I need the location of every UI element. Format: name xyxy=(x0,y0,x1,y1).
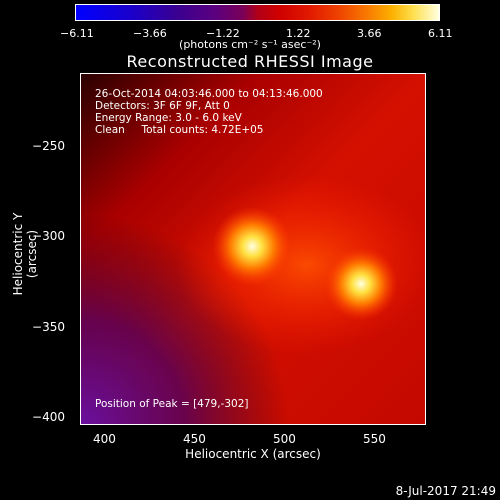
colorbar-tick: −3.66 xyxy=(133,27,167,40)
x-tick-label: 500 xyxy=(273,432,296,446)
y-tick-label: −300 xyxy=(32,229,65,243)
annotation-counts: Clean Total counts: 4.72E+05 xyxy=(95,124,264,136)
y-tick-label: −400 xyxy=(32,410,65,424)
x-tick-label: 450 xyxy=(183,432,206,446)
annotation-energy: Energy Range: 3.0 - 6.0 keV xyxy=(95,112,242,124)
heatmap-image xyxy=(81,74,425,424)
colorbar-tick: −1.22 xyxy=(206,27,240,40)
x-tick-label: 400 xyxy=(93,432,116,446)
colorbar-tick: −6.11 xyxy=(60,27,94,40)
colorbar-tick: 6.11 xyxy=(428,27,453,40)
colorbar-tick: 3.66 xyxy=(357,27,382,40)
y-tick-label: −350 xyxy=(32,320,65,334)
chart-title: Reconstructed RHESSI Image xyxy=(126,52,374,71)
colorbar-label: (photons cm⁻² s⁻¹ asec⁻²) xyxy=(179,38,321,51)
peak-position-label: Position of Peak = [479,-302] xyxy=(95,398,249,410)
emission-source-2 xyxy=(324,247,398,321)
annotation-detectors: Detectors: 3F 6F 9F, Att 0 xyxy=(95,100,230,112)
image-plot xyxy=(80,73,426,425)
colorbar-tick: 1.22 xyxy=(286,27,311,40)
x-tick-label: 550 xyxy=(363,432,386,446)
y-tick-label: −250 xyxy=(32,139,65,153)
timestamp: 8-Jul-2017 21:49 xyxy=(395,484,496,498)
y-axis-label: Heliocentric Y (arcsec) xyxy=(11,212,39,296)
colorbar xyxy=(75,4,440,21)
emission-source-1 xyxy=(212,206,293,287)
annotation-time: 26-Oct-2014 04:03:46.000 to 04:13:46.000 xyxy=(95,88,323,100)
x-axis-label: Heliocentric X (arcsec) xyxy=(185,447,321,461)
